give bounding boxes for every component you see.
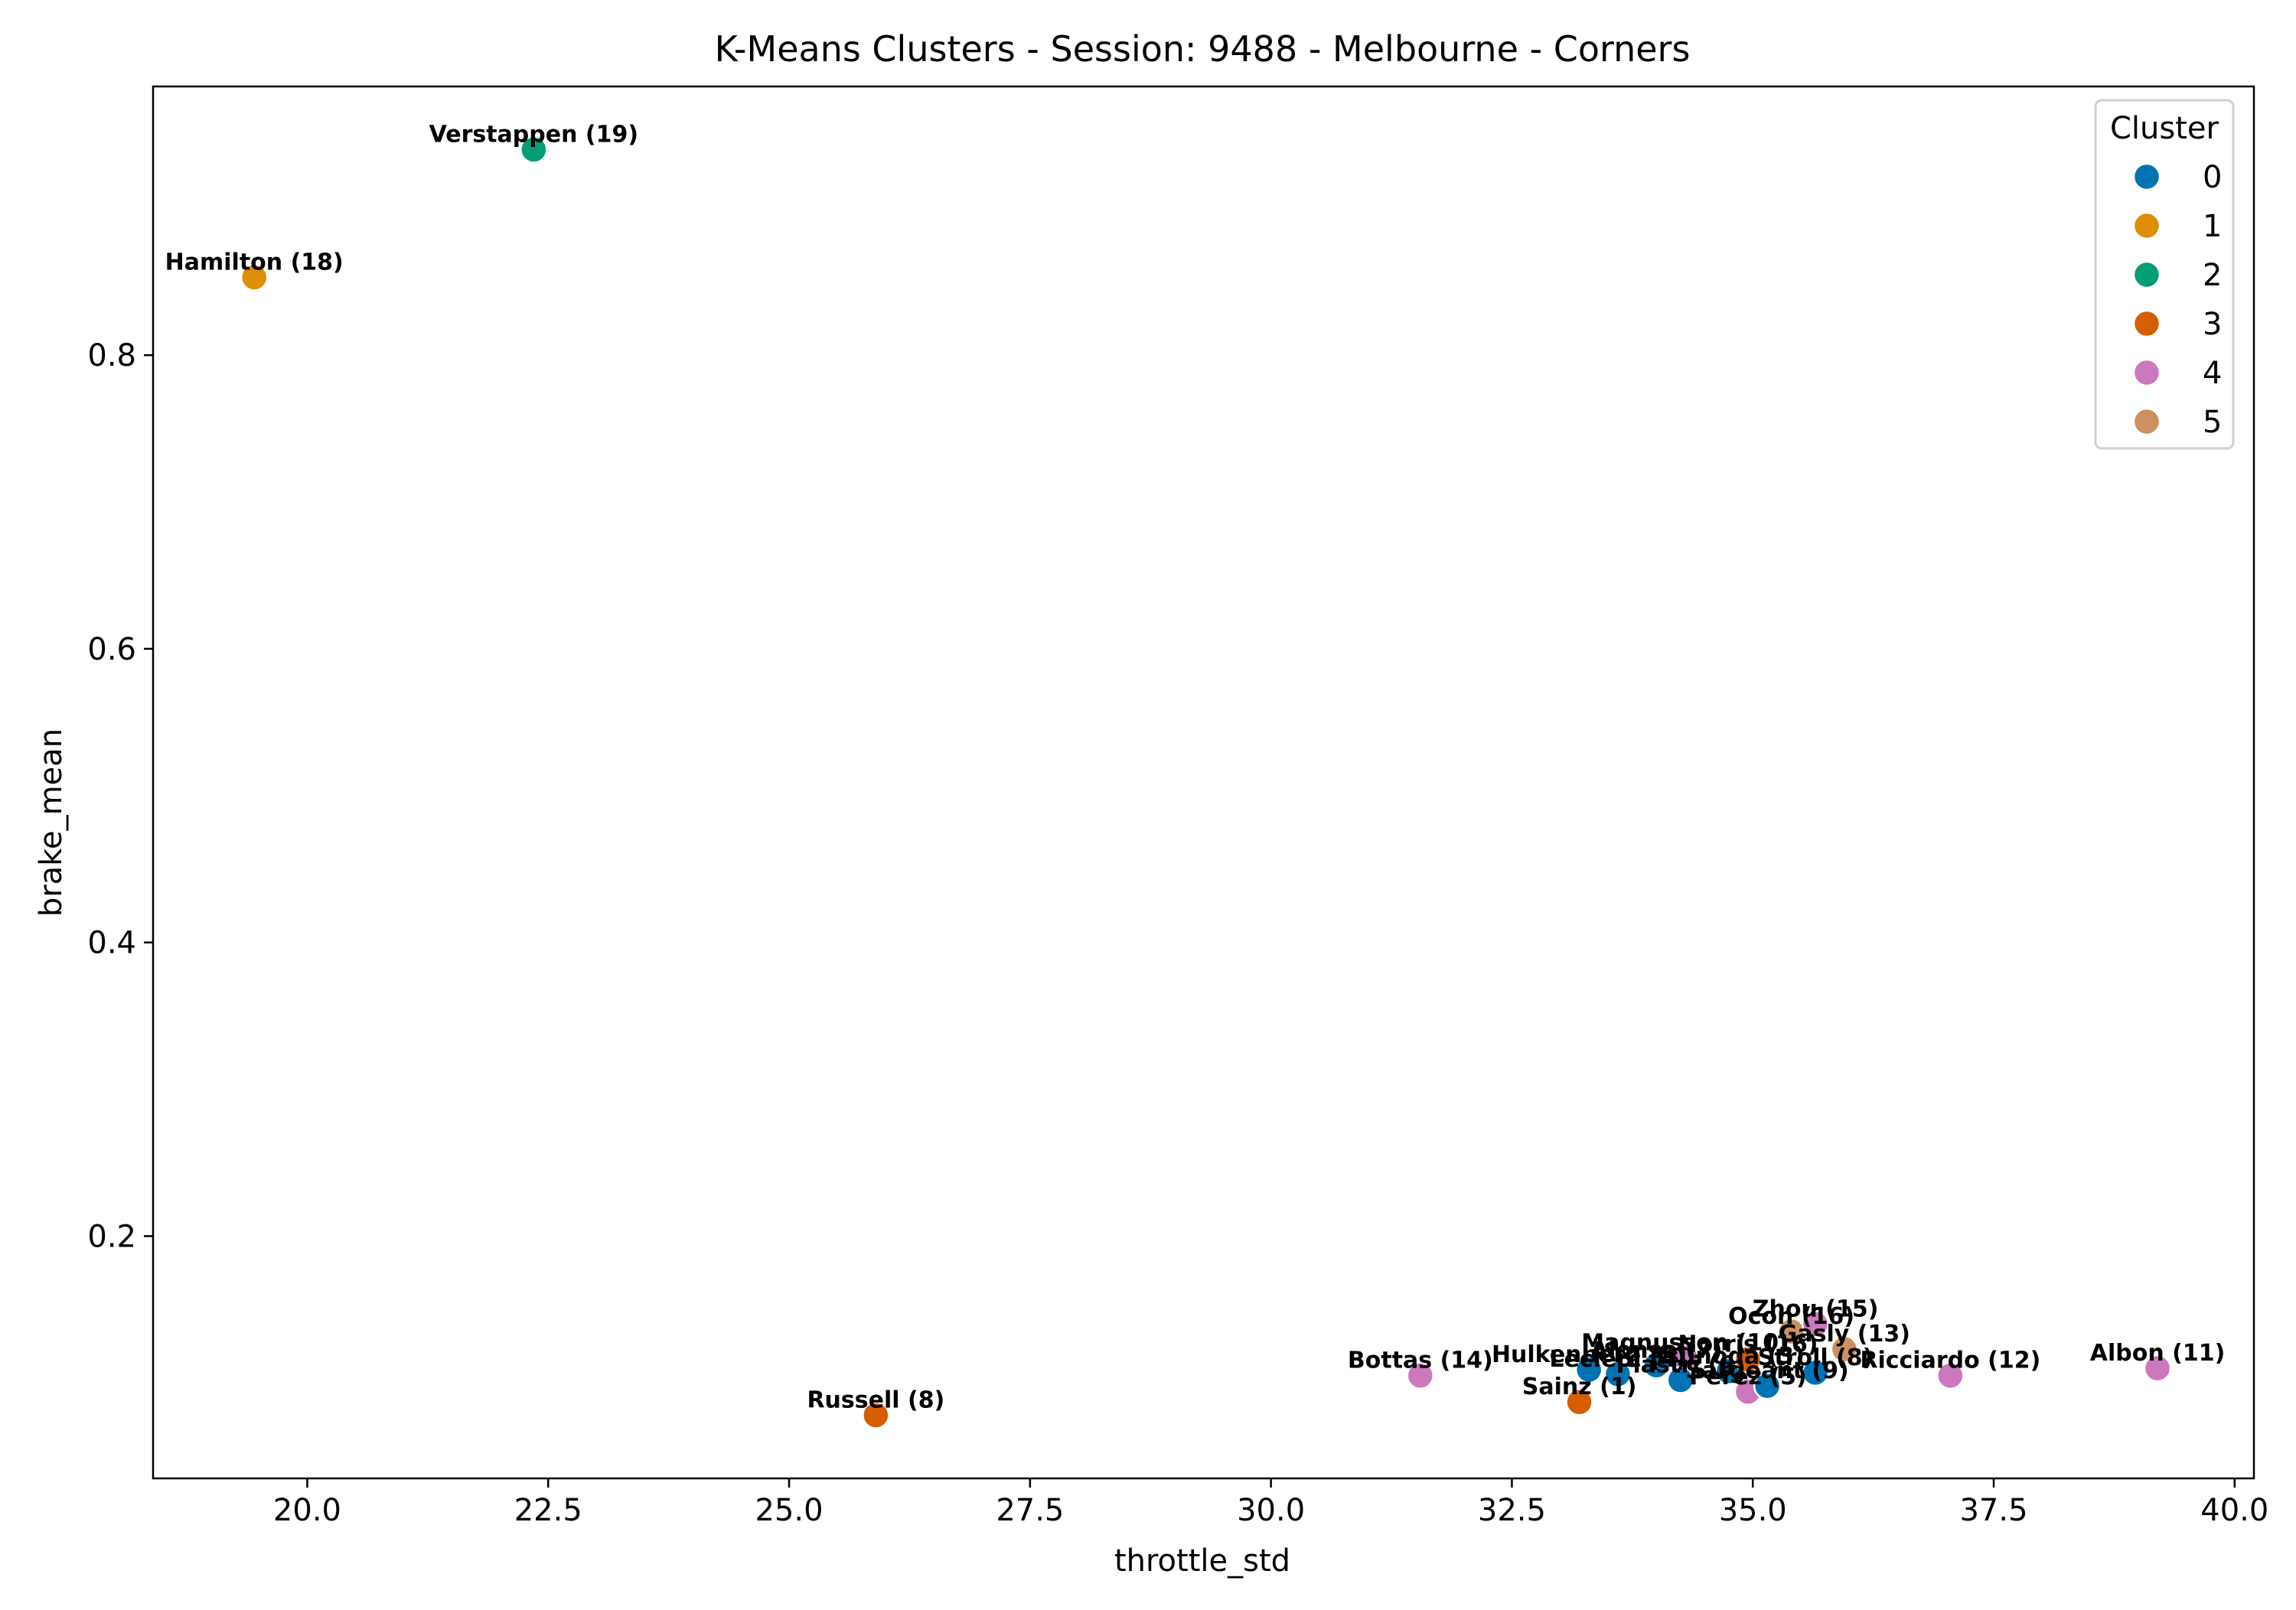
- point-label: Russell (8): [807, 1387, 944, 1413]
- x-axis-label: throttle_std: [1114, 1543, 1290, 1579]
- legend-entries: 0 1 2 3 4 5: [2132, 160, 2222, 440]
- legend-marker: [2132, 260, 2161, 289]
- point-label: Norris (16): [1678, 1331, 1818, 1358]
- x-tick-label: 35.0: [1719, 1493, 1787, 1528]
- x-tick-label: 32.5: [1478, 1493, 1546, 1528]
- data-point: [240, 263, 269, 292]
- y-tick-label: 0.8: [87, 338, 136, 373]
- y-tick-label: 0.6: [87, 632, 136, 667]
- legend-frame: [2094, 99, 2235, 450]
- legend-marker: [2132, 358, 2161, 387]
- legend-label: 2: [2203, 258, 2222, 293]
- point-label: Leclerc (4): [1549, 1346, 1686, 1373]
- legend-marker: [2132, 309, 2161, 338]
- legend-label: 4: [2203, 356, 2222, 391]
- point-labels-layer: Verstappen (19) Hamilton (18) Russell (8) B…: [165, 122, 2226, 1414]
- data-point: [1666, 1366, 1695, 1394]
- point-label: Piastri (6): [1616, 1351, 1746, 1378]
- y-axis-label: brake_mean: [34, 728, 69, 917]
- x-tick-label: 27.5: [996, 1493, 1064, 1528]
- chart-title: K-Means Clusters - Session: 9488 - Melbo…: [715, 28, 1691, 70]
- point-label: Ricciardo (12): [1860, 1348, 2040, 1374]
- point-label: Alonso (7): [1590, 1337, 1723, 1364]
- point-label: Ocon (16): [1728, 1303, 1854, 1330]
- data-point: [1801, 1310, 1830, 1338]
- plot-frame: [152, 85, 2255, 1480]
- point-label: Sargeant (9): [1686, 1357, 1849, 1384]
- points-layer: [240, 135, 2172, 1429]
- legend-marker: [2132, 162, 2161, 191]
- point-label: Tsunoda (3): [1653, 1343, 1805, 1370]
- y-tick-label: 0.2: [87, 1219, 136, 1254]
- data-point: [520, 135, 548, 164]
- data-point: [1936, 1361, 1965, 1390]
- point-label: Stroll (8): [1758, 1344, 1874, 1371]
- legend-marker: [2132, 407, 2161, 436]
- legend-label: 5: [2203, 405, 2222, 440]
- data-point: [1830, 1335, 1859, 1364]
- x-tick-label: 22.5: [514, 1493, 582, 1528]
- x-tick-label: 25.0: [755, 1493, 823, 1528]
- data-point: [1406, 1361, 1435, 1390]
- legend-title: Cluster: [2110, 111, 2219, 146]
- point-label: Perez (5): [1689, 1364, 1807, 1390]
- point-label: Albon (11): [2090, 1340, 2226, 1367]
- point-label: Sainz (1): [1522, 1374, 1637, 1400]
- data-point: [1565, 1387, 1593, 1416]
- point-label: Bottas (14): [1348, 1348, 1493, 1374]
- x-tick-label: 30.0: [1237, 1493, 1305, 1528]
- y-tick-label: 0.4: [87, 926, 136, 961]
- point-label: Verstappen (19): [429, 122, 638, 148]
- data-point: [1801, 1358, 1830, 1387]
- data-point: [1753, 1371, 1782, 1400]
- x-tick-label: 20.0: [273, 1493, 341, 1528]
- legend: Cluster 0 1 2 3 4 5: [2094, 99, 2235, 450]
- point-label: Gasly (13): [1779, 1321, 1910, 1348]
- x-tick-label: 40.0: [2200, 1493, 2268, 1528]
- data-point: [1642, 1351, 1671, 1380]
- x-tick-label: 37.5: [1959, 1493, 2027, 1528]
- point-label: Magnusson (10): [1581, 1330, 1789, 1357]
- data-point: [1603, 1360, 1632, 1389]
- point-label: Hulkenberg (2): [1492, 1341, 1686, 1368]
- legend-label: 1: [2203, 209, 2222, 244]
- legend-label: 0: [2203, 160, 2222, 195]
- axis-ticks: 20.0 22.5 25.0 27.5 30.0 32.5 35.0 37.5 40.0 0.2 0…: [87, 338, 2268, 1528]
- point-label: Hamilton (18): [165, 249, 344, 275]
- plot-area: [152, 85, 2255, 1480]
- data-point: [862, 1401, 890, 1429]
- data-point: [2143, 1354, 2172, 1383]
- legend-marker: [2132, 211, 2161, 240]
- legend-label: 3: [2203, 307, 2222, 342]
- point-label: Zhou (15): [1753, 1296, 1879, 1323]
- data-point: [1733, 1345, 1763, 1374]
- data-point: [1574, 1355, 1603, 1384]
